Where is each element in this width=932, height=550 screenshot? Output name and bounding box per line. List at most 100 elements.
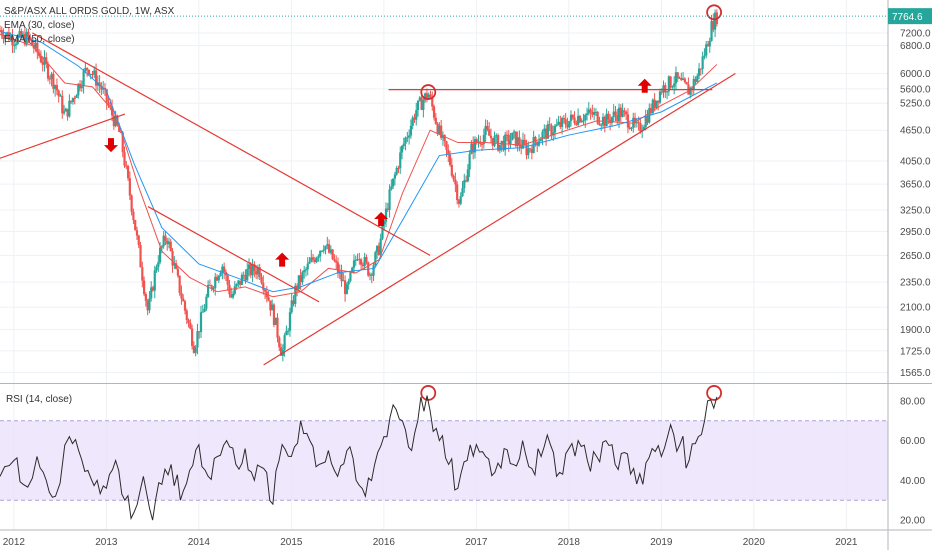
candle-body — [543, 128, 546, 132]
candle-body — [404, 137, 407, 144]
candle-body — [301, 272, 304, 283]
candle-body — [71, 97, 75, 102]
year-tick-label: 2015 — [280, 537, 303, 548]
candle-body — [591, 111, 594, 115]
candle-body — [518, 137, 521, 146]
candle-body — [22, 33, 25, 38]
candle-body — [276, 317, 279, 338]
candle-body — [70, 100, 73, 102]
candle-body — [303, 270, 306, 273]
candle-body — [322, 249, 325, 251]
rsi-peak-circle — [420, 385, 437, 401]
rsi-band-fill — [0, 420, 888, 501]
candle-body — [178, 275, 181, 293]
candle-body — [326, 244, 329, 247]
peak-circle — [420, 84, 437, 100]
candle-body — [507, 134, 510, 144]
candle-body — [151, 287, 155, 291]
candle-body — [692, 78, 695, 90]
candle-body — [175, 263, 178, 269]
last-price-label: 7764.6 — [892, 12, 923, 23]
candle-body — [655, 100, 658, 108]
candle-body — [488, 129, 491, 136]
candle-body — [521, 139, 525, 149]
candle-body — [214, 276, 217, 289]
price-tick-label: 1725.0 — [900, 346, 931, 357]
candle-body — [329, 249, 332, 253]
candle-body — [86, 67, 89, 70]
candle-body — [107, 102, 110, 105]
candle-body — [100, 86, 103, 90]
candle-body — [235, 284, 238, 287]
candle-body — [480, 144, 484, 146]
candle-body — [231, 293, 235, 298]
candle-body — [520, 145, 523, 149]
candle-body — [374, 252, 377, 266]
candle-layer — [0, 9, 718, 362]
candle-body — [20, 31, 23, 38]
candle-body — [23, 33, 27, 45]
candle-body — [431, 96, 434, 107]
candle-body — [667, 76, 670, 92]
candle-body — [251, 264, 254, 276]
candle-body — [189, 322, 192, 329]
candle-body — [77, 83, 80, 96]
candle-body — [372, 265, 375, 276]
candle-body — [135, 230, 139, 236]
candle-body — [191, 328, 194, 346]
candle-body — [125, 165, 128, 167]
candle-body — [205, 296, 208, 309]
trendline — [147, 206, 320, 303]
year-tick-label: 2013 — [95, 537, 118, 548]
candle-body — [279, 347, 283, 356]
candle-body — [383, 221, 386, 225]
candle-body — [530, 149, 533, 153]
candle-body — [422, 100, 425, 110]
candle-body — [623, 110, 626, 112]
candle-body — [457, 200, 461, 204]
candle-body — [429, 94, 432, 97]
rsi-tick-label: 60.00 — [900, 436, 925, 447]
candle-body — [36, 42, 39, 53]
candle-body — [180, 292, 183, 299]
candle-body — [459, 196, 462, 204]
candle-body — [694, 78, 697, 82]
candle-body — [198, 331, 201, 333]
candle-body — [514, 131, 517, 147]
candle-body — [685, 82, 688, 85]
candle-body — [78, 83, 82, 89]
candle-body — [263, 289, 267, 292]
price-tick-label: 7200.0 — [900, 28, 931, 39]
candle-body — [45, 57, 48, 64]
candle-body — [441, 135, 445, 139]
candle-body — [29, 37, 32, 40]
candle-body — [269, 300, 272, 311]
candle-body — [409, 125, 413, 136]
candle-body — [102, 87, 105, 90]
candle-body — [473, 139, 477, 153]
candle-body — [41, 62, 44, 65]
candle-body — [504, 134, 507, 151]
candle-body — [217, 275, 220, 281]
candle-body — [589, 109, 592, 112]
candle-body — [226, 275, 229, 285]
candle-body — [539, 138, 542, 142]
candle-body — [376, 245, 379, 253]
candle-body — [612, 111, 615, 118]
candle-body — [144, 293, 147, 301]
candle-body — [434, 117, 437, 124]
candle-body — [454, 179, 457, 185]
candle-body — [13, 45, 16, 47]
candle-body — [340, 271, 343, 282]
candle-body — [495, 135, 498, 137]
candle-body — [105, 89, 108, 103]
price-tick-label: 4650.0 — [900, 126, 931, 137]
candle-body — [541, 131, 544, 139]
up-arrow-icon — [275, 252, 290, 267]
candle-body — [271, 304, 274, 311]
price-tick-label: 1900.0 — [900, 325, 931, 336]
candle-body — [109, 104, 112, 107]
chart-title: S&P/ASX ALL ORDS GOLD, 1W, ASX — [4, 6, 175, 17]
